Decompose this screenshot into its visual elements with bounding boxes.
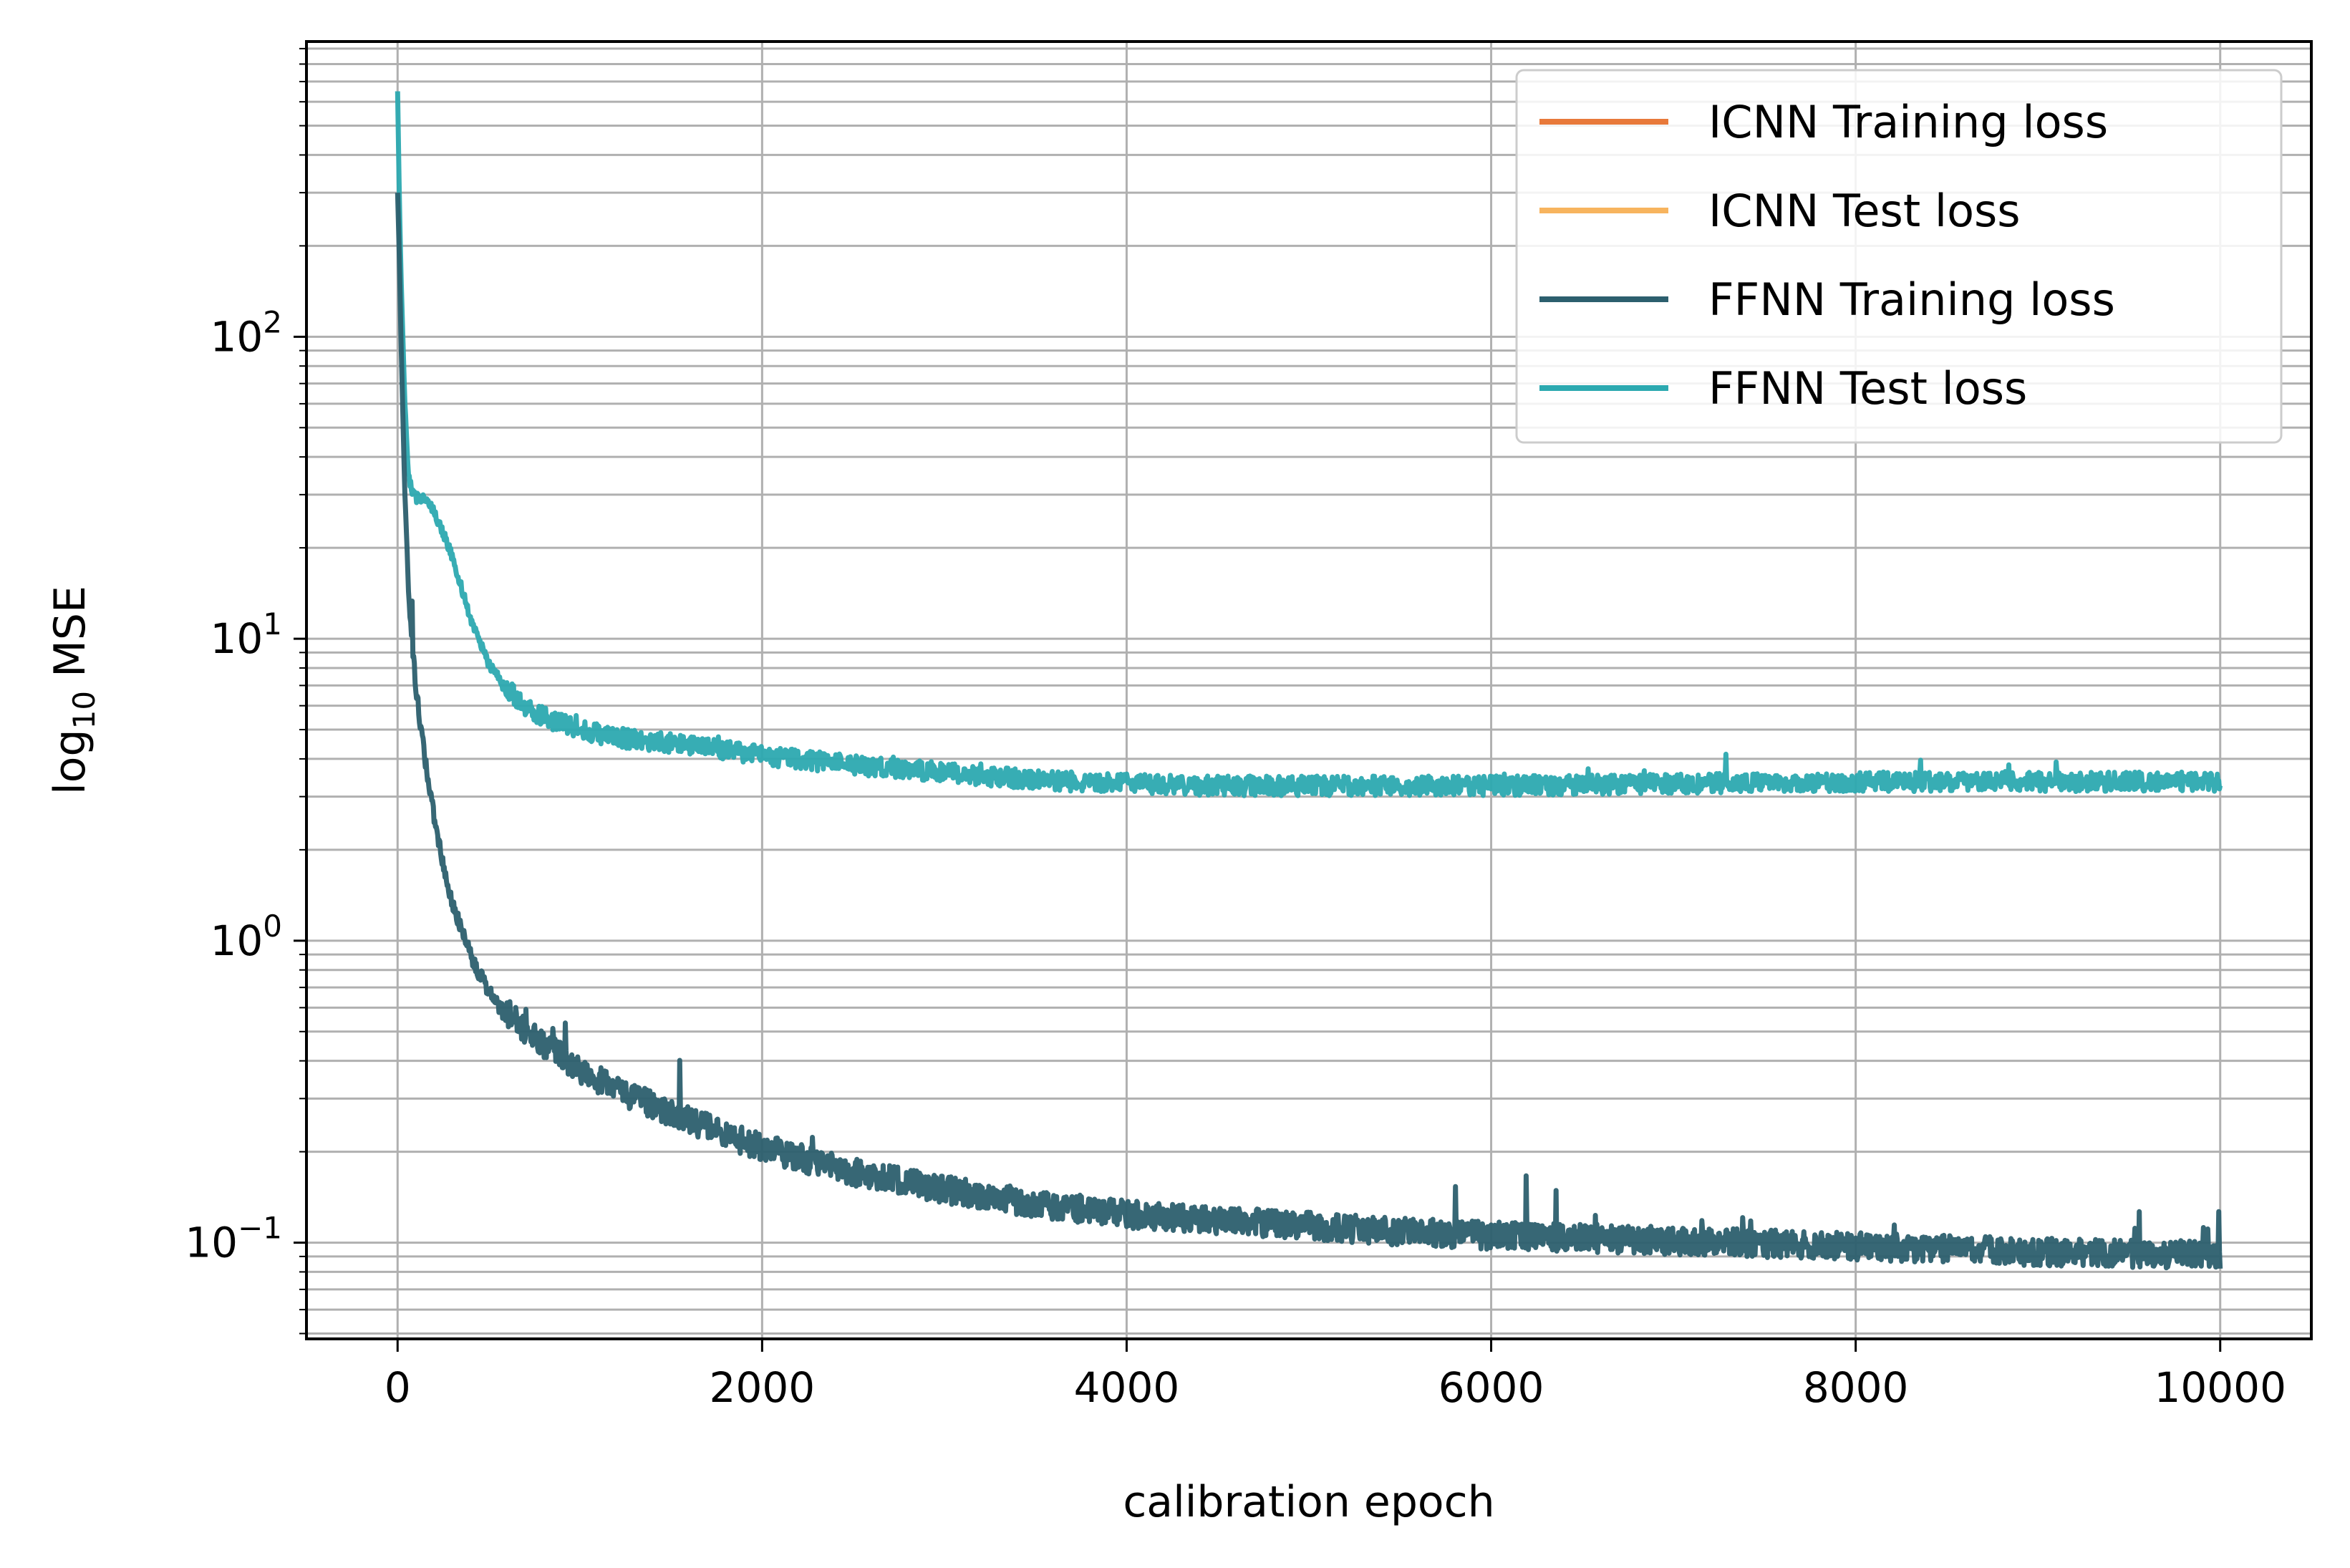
y-tick-label: 101 [210, 606, 282, 663]
legend-label: ICNN Training loss [1708, 96, 2108, 148]
y-axis-label: log10 MSE [45, 586, 102, 795]
tick-layer [294, 47, 2222, 1352]
x-axis-label: calibration epoch [1123, 1477, 1494, 1527]
x-tick-label: 2000 [710, 1363, 816, 1412]
label-layer: 0 2000 4000 6000 8000 10000 10−1 100 101 102 calib… [45, 304, 2286, 1527]
y-tick-label: 102 [210, 304, 282, 361]
legend-label: FFNN Test loss [1708, 362, 2027, 415]
axes-frame [305, 40, 2313, 1340]
legend-box [1515, 69, 2283, 444]
series-line-ffnn-training-loss [395, 193, 2223, 1271]
y-tick-label: 100 [210, 909, 282, 965]
legend-label: ICNN Test loss [1708, 185, 2021, 237]
legend: ICNN Training loss ICNN Test loss FFNN Tra… [1515, 69, 2283, 444]
x-tick-label: 10000 [2154, 1363, 2286, 1412]
x-tick-label: 8000 [1803, 1363, 1909, 1412]
x-tick-label: 6000 [1438, 1363, 1544, 1412]
series-layer [395, 91, 2223, 1271]
legend-label: FFNN Training loss [1708, 274, 2115, 326]
y-tick-label: 10−1 [185, 1211, 282, 1267]
x-tick-label: 4000 [1074, 1363, 1180, 1412]
series-line-ffnn-test-loss [395, 91, 2223, 798]
x-tick-label: 0 [385, 1363, 411, 1412]
